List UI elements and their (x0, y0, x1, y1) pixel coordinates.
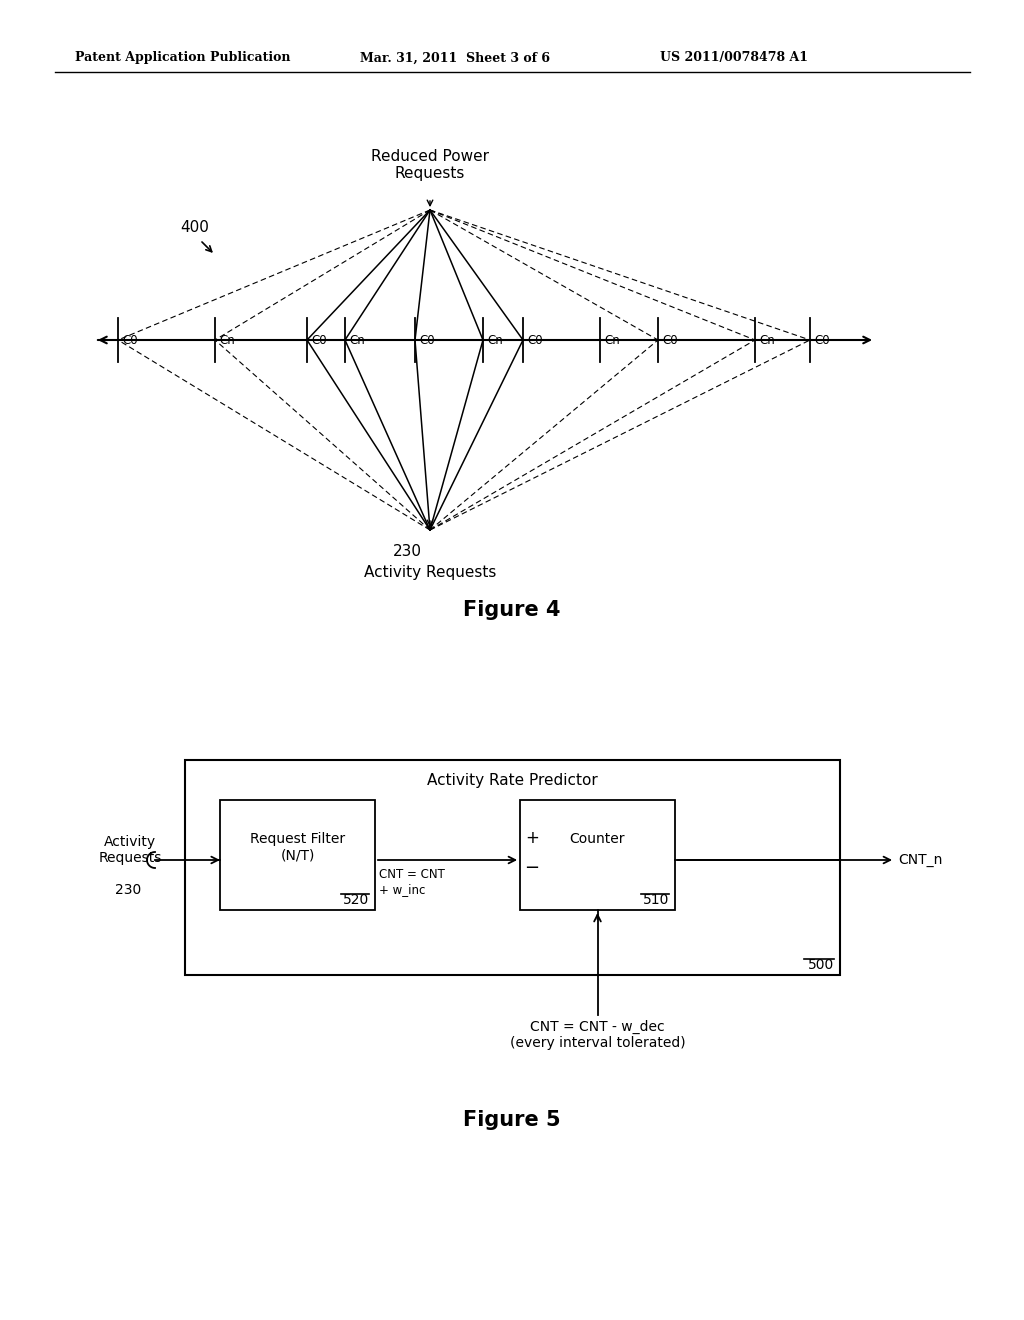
Text: Request Filter
(N/T): Request Filter (N/T) (250, 832, 345, 862)
Text: CNT = CNT - w_dec
(every interval tolerated): CNT = CNT - w_dec (every interval tolera… (510, 1020, 685, 1051)
Text: −: − (524, 859, 540, 876)
Text: C0: C0 (122, 334, 137, 346)
Bar (185, 760, 840, 975)
Bar (520, 800, 675, 909)
Text: C0: C0 (527, 334, 543, 346)
Text: Figure 4: Figure 4 (463, 601, 561, 620)
Text: Patent Application Publication: Patent Application Publication (75, 51, 291, 65)
Text: 520: 520 (343, 894, 369, 907)
Text: CNT_n: CNT_n (898, 853, 942, 867)
Text: Cn: Cn (349, 334, 365, 346)
Text: C0: C0 (662, 334, 678, 346)
Text: 500: 500 (808, 958, 834, 972)
Text: CNT = CNT
+ w_inc: CNT = CNT + w_inc (379, 869, 444, 896)
Text: Cn: Cn (487, 334, 503, 346)
Text: Cn: Cn (604, 334, 620, 346)
Text: 400: 400 (180, 220, 209, 235)
Text: C0: C0 (419, 334, 434, 346)
Text: Cn: Cn (759, 334, 775, 346)
Text: C0: C0 (814, 334, 829, 346)
Bar (220, 800, 375, 909)
Text: Activity Rate Predictor: Activity Rate Predictor (427, 772, 598, 788)
Text: Activity Requests: Activity Requests (364, 565, 497, 579)
Text: Reduced Power
Requests: Reduced Power Requests (371, 149, 489, 181)
Text: 510: 510 (643, 894, 669, 907)
Text: Mar. 31, 2011  Sheet 3 of 6: Mar. 31, 2011 Sheet 3 of 6 (360, 51, 550, 65)
Text: Counter: Counter (569, 832, 626, 846)
Text: 230: 230 (115, 883, 141, 898)
Text: Activity
Requests: Activity Requests (98, 836, 162, 865)
Text: C0: C0 (311, 334, 327, 346)
Text: Cn: Cn (219, 334, 234, 346)
Text: +: + (525, 829, 539, 847)
Text: US 2011/0078478 A1: US 2011/0078478 A1 (660, 51, 808, 65)
Text: 230: 230 (393, 544, 422, 560)
Text: Figure 5: Figure 5 (463, 1110, 561, 1130)
